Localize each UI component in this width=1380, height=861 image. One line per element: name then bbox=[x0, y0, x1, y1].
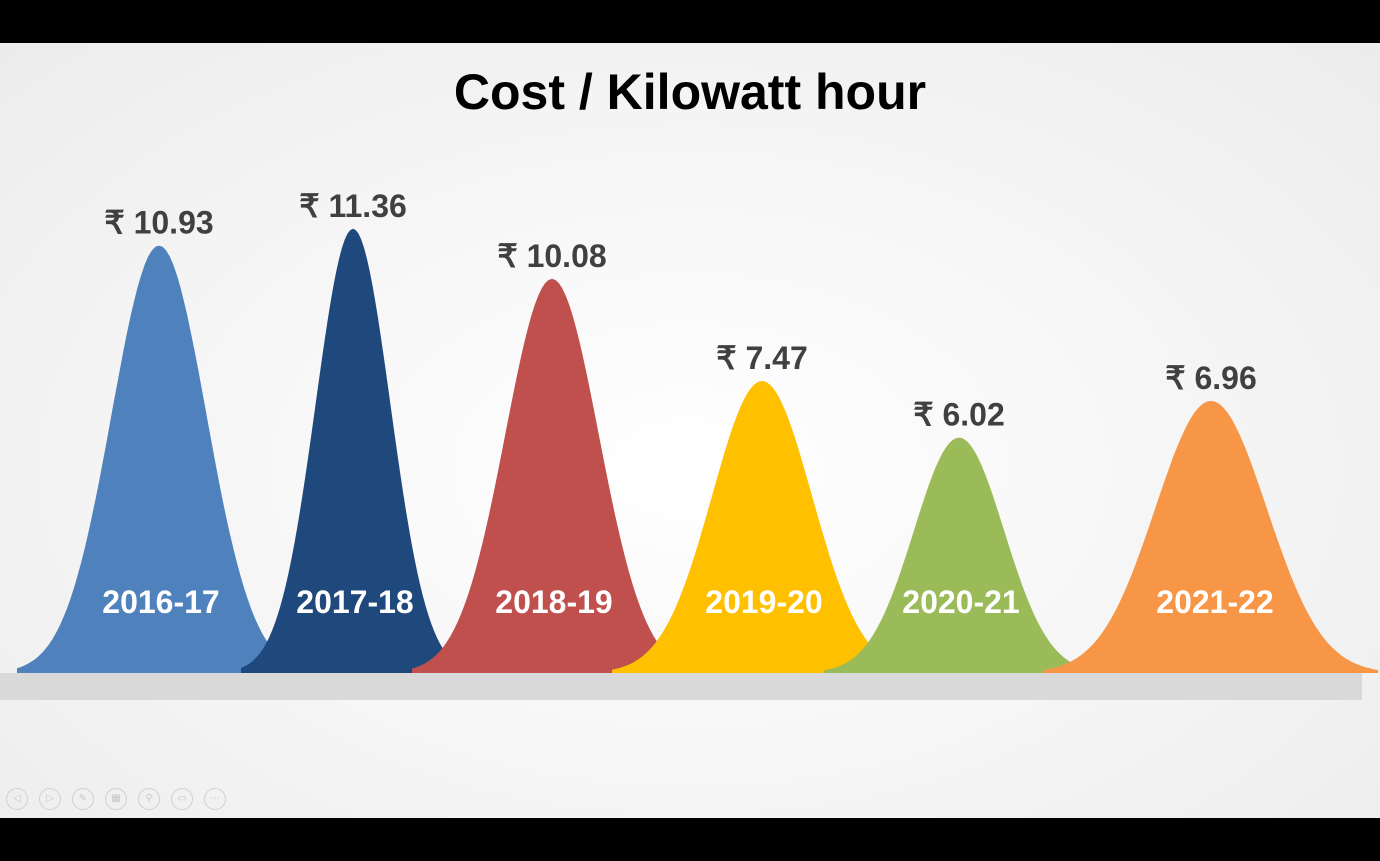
slideshow-controls: ◁ ▷ ✎ ▦ ⚲ ▭ ⋯ bbox=[6, 788, 226, 810]
bell-mark-2018-19 bbox=[412, 278, 692, 673]
bell-mark-2019-20 bbox=[612, 380, 912, 673]
letterbox-bottom bbox=[0, 818, 1380, 861]
category-label: 2021-22 bbox=[1156, 584, 1273, 620]
value-label: ₹ 10.08 bbox=[497, 238, 606, 274]
subtitles-icon[interactable]: ▭ bbox=[171, 788, 193, 810]
chart-floor bbox=[0, 673, 1362, 700]
value-label: ₹ 11.36 bbox=[299, 188, 407, 224]
category-label: 2020-21 bbox=[902, 584, 1019, 620]
category-label: 2016-17 bbox=[102, 584, 219, 620]
zoom-icon[interactable]: ⚲ bbox=[138, 788, 160, 810]
more-options-icon[interactable]: ⋯ bbox=[204, 788, 226, 810]
value-label: ₹ 6.02 bbox=[913, 397, 1005, 433]
next-slide-icon[interactable]: ▷ bbox=[39, 788, 61, 810]
bell-mark-2021-22 bbox=[1044, 400, 1378, 673]
bell-curve-chart: ₹ 10.93 2016-17 ₹ 11.36 2017-18 ₹ 10.08 2018-… bbox=[0, 188, 1378, 700]
bell-mark-2020-21 bbox=[824, 437, 1094, 673]
category-label: 2017-18 bbox=[296, 584, 413, 620]
previous-slide-icon[interactable]: ◁ bbox=[6, 788, 28, 810]
bell-mark-2016-17 bbox=[17, 245, 301, 673]
value-label: ₹ 7.47 bbox=[716, 340, 808, 376]
value-label: ₹ 10.93 bbox=[104, 205, 213, 241]
letterbox-top bbox=[0, 0, 1380, 43]
bell-mark-2017-18 bbox=[241, 228, 465, 674]
category-label: 2018-19 bbox=[495, 584, 612, 620]
category-label: 2019-20 bbox=[705, 584, 822, 620]
chart-title: Cost / Kilowatt hour bbox=[453, 64, 927, 120]
slides-grid-icon[interactable]: ▦ bbox=[105, 788, 127, 810]
slide: Cost / Kilowatt hour ₹ 10.93 2016-17 ₹ 11.… bbox=[0, 43, 1380, 818]
value-label: ₹ 6.96 bbox=[1165, 360, 1257, 396]
pen-icon[interactable]: ✎ bbox=[72, 788, 94, 810]
